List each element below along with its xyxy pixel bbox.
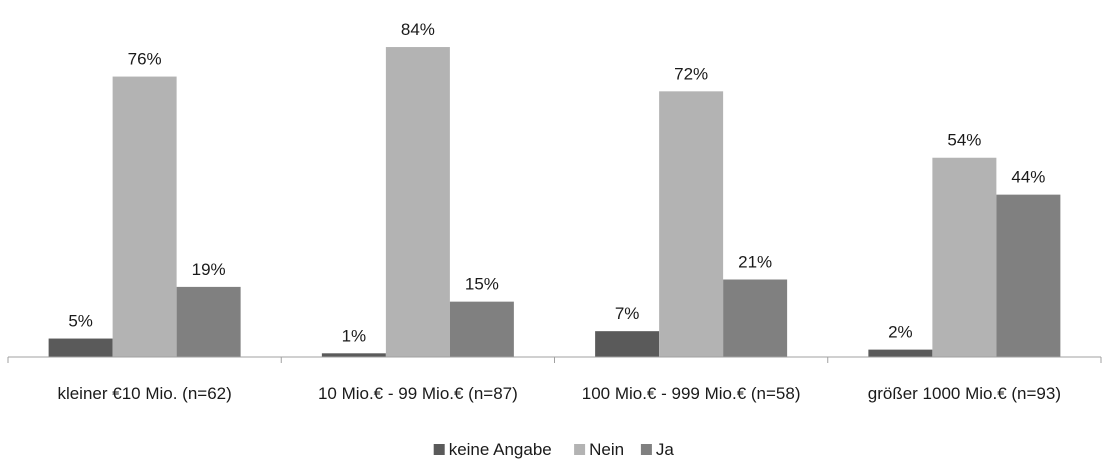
legend: keine Angabe Nein Ja [433,440,675,459]
bar-keine-angabe [48,338,113,357]
data-label: 84% [401,20,435,39]
legend-label: Nein [589,440,624,459]
legend-swatch [574,444,586,455]
bar-keine-angabe [868,349,933,357]
category-label: 100 Mio.€ - 999 Mio.€ (n=58) [582,384,801,403]
data-label: 44% [1011,168,1045,187]
legend-label: Ja [656,440,675,459]
category-label: 10 Mio.€ - 99 Mio.€ (n=87) [318,384,518,403]
data-label: 15% [465,275,499,294]
bar-nein [659,91,724,357]
x-axis [7,356,1102,363]
bar-nein [112,76,177,357]
category-label: kleiner €10 Mio. (n=62) [57,384,231,403]
bar-keine-angabe [321,353,386,357]
data-label: 7% [615,304,640,323]
category-labels-group: kleiner €10 Mio. (n=62) 10 Mio.€ - 99 Mio… [57,384,1061,403]
bar-ja [449,301,514,357]
bars-group [48,47,1061,357]
data-label: 2% [888,323,913,342]
bar-nein [385,47,450,357]
data-label: 5% [68,312,93,331]
bar-keine-angabe [595,331,660,357]
data-label: 72% [674,64,708,83]
bar-ja [176,286,241,357]
data-label: 21% [738,253,772,272]
data-label: 19% [192,260,226,279]
bar-ja [723,279,788,357]
category-label: größer 1000 Mio.€ (n=93) [868,384,1061,403]
legend-swatch [433,444,445,455]
legend-swatch [640,444,652,455]
bar-nein [932,157,997,357]
data-label: 54% [947,131,981,150]
data-label: 1% [342,326,367,345]
value-labels-group: 5% 76% 19% 1% 84% 15% 7% 72% 21% 2% 54% 44% [68,20,1045,345]
legend-label: keine Angabe [449,440,552,459]
bar-ja [996,194,1061,357]
data-label: 76% [128,50,162,69]
